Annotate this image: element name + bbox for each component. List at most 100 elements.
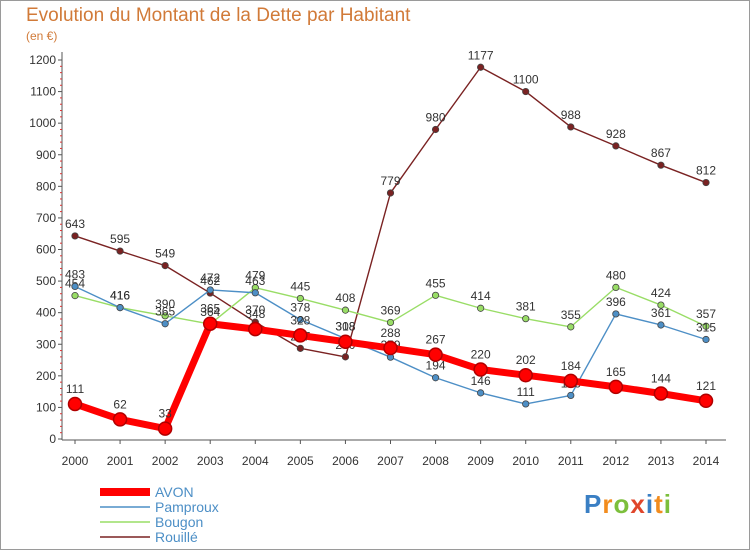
y-tick-label: 1200	[29, 53, 56, 67]
y-tick-label: 800	[36, 179, 56, 193]
data-label-avon: 33	[158, 407, 172, 421]
data-label-avon: 165	[606, 365, 626, 379]
data-point-pamproux	[612, 310, 620, 318]
legend-label-bougon: Bougon	[155, 514, 203, 530]
data-point-avon	[157, 421, 173, 436]
data-label-rouille: 643	[65, 217, 85, 231]
data-point-pamproux	[296, 316, 304, 324]
x-tick-label: 2010	[512, 454, 539, 468]
x-tick-label: 2000	[62, 454, 89, 468]
data-point-pamproux	[161, 320, 169, 328]
y-tick-label: 900	[36, 148, 56, 162]
y-tick-label: 0	[49, 432, 56, 446]
data-point-bougon	[477, 304, 485, 312]
data-point-bougon	[702, 322, 710, 330]
data-label-bougon: 480	[606, 268, 626, 282]
data-label-rouille: 370	[245, 303, 265, 317]
x-tick-label: 2009	[467, 454, 494, 468]
data-label-rouille: 928	[606, 127, 626, 141]
data-label-bougon: 369	[380, 303, 400, 317]
data-point-bougon	[296, 294, 304, 303]
data-label-rouille: 595	[110, 232, 130, 246]
data-label-bougon: 390	[155, 297, 175, 311]
y-tick-label: 1100	[30, 85, 56, 99]
data-label-avon: 144	[651, 372, 671, 386]
y-tick-label: 600	[36, 243, 56, 257]
legend-label-rouille: Rouillé	[155, 529, 198, 545]
chart-title: Evolution du Montant de la Dette par Hab…	[26, 5, 411, 26]
data-point-avon	[518, 367, 533, 383]
data-label-avon: 184	[561, 359, 581, 373]
data-label-bougon: 414	[471, 289, 491, 303]
x-tick-label: 2006	[332, 454, 359, 468]
x-tick-label: 2005	[287, 454, 314, 468]
data-label-avon: 288	[380, 326, 400, 340]
data-label-pamproux: 318	[335, 320, 355, 334]
x-tick-label: 2011	[558, 454, 584, 468]
data-label-avon: 202	[516, 353, 536, 367]
data-label-avon: 62	[113, 397, 127, 411]
data-label-rouille: 980	[426, 110, 446, 124]
x-tick-label: 2001	[107, 454, 134, 468]
y-tick-label: 700	[36, 211, 56, 225]
data-label-bougon: 455	[426, 276, 446, 290]
data-point-bougon	[431, 291, 440, 299]
data-point-rouille	[296, 344, 304, 352]
data-point-rouille	[116, 247, 124, 255]
data-label-bougon: 479	[245, 269, 265, 283]
data-label-pamproux: 378	[290, 301, 310, 315]
data-label-avon: 365	[200, 302, 220, 316]
data-label-bougon: 364	[200, 305, 220, 319]
data-label-avon: 348	[245, 307, 265, 321]
data-label-pamproux: 194	[426, 359, 446, 373]
y-tick-label: 400	[36, 306, 56, 320]
data-label-bougon: 381	[516, 300, 536, 314]
data-point-pamproux	[251, 289, 259, 297]
data-label-rouille: 779	[380, 174, 400, 188]
data-point-pamproux	[702, 335, 710, 344]
proxiti-logo: Proxiti	[584, 489, 672, 519]
data-point-avon	[473, 362, 488, 377]
data-point-bougon	[522, 315, 530, 323]
data-point-pamproux	[567, 391, 575, 400]
data-label-pamproux: 396	[606, 295, 626, 309]
data-point-rouille	[702, 178, 710, 187]
data-point-bougon	[386, 318, 395, 327]
data-label-bougon: 357	[696, 307, 716, 321]
unit-label: (en €)	[26, 29, 58, 43]
data-label-rouille: 462	[200, 274, 220, 288]
y-tick-label: 1000	[29, 116, 56, 130]
data-point-avon	[248, 321, 263, 337]
data-point-pamproux	[477, 389, 485, 397]
data-label-pamproux: 146	[471, 374, 491, 388]
data-point-pamproux	[522, 400, 530, 408]
data-point-pamproux	[431, 374, 440, 382]
data-point-avon	[698, 393, 714, 409]
data-point-avon	[112, 412, 128, 427]
data-label-pamproux: 365	[155, 305, 175, 319]
legend-label-pamproux: Pamproux	[155, 499, 219, 515]
data-label-pamproux: 416	[110, 289, 130, 303]
data-point-rouille	[567, 123, 575, 131]
data-point-rouille	[522, 87, 530, 96]
data-label-avon: 111	[66, 382, 85, 396]
x-tick-label: 2002	[152, 454, 179, 468]
data-point-bougon	[71, 292, 79, 300]
x-tick-label: 2003	[197, 454, 224, 468]
data-point-bougon	[341, 306, 350, 314]
data-label-bougon: 416	[110, 289, 130, 303]
data-point-rouille	[477, 63, 485, 71]
data-point-avon	[653, 386, 669, 401]
data-point-pamproux	[71, 282, 79, 291]
data-point-rouille	[161, 262, 169, 270]
data-label-bougon: 445	[290, 279, 310, 293]
x-tick-label: 2014	[693, 454, 720, 468]
x-tick-label: 2004	[242, 454, 269, 468]
data-label-bougon: 424	[651, 286, 671, 300]
data-point-avon	[383, 340, 398, 356]
y-tick-label: 500	[36, 274, 56, 288]
y-tick-label: 200	[36, 369, 56, 383]
data-label-pamproux: 361	[651, 306, 671, 320]
